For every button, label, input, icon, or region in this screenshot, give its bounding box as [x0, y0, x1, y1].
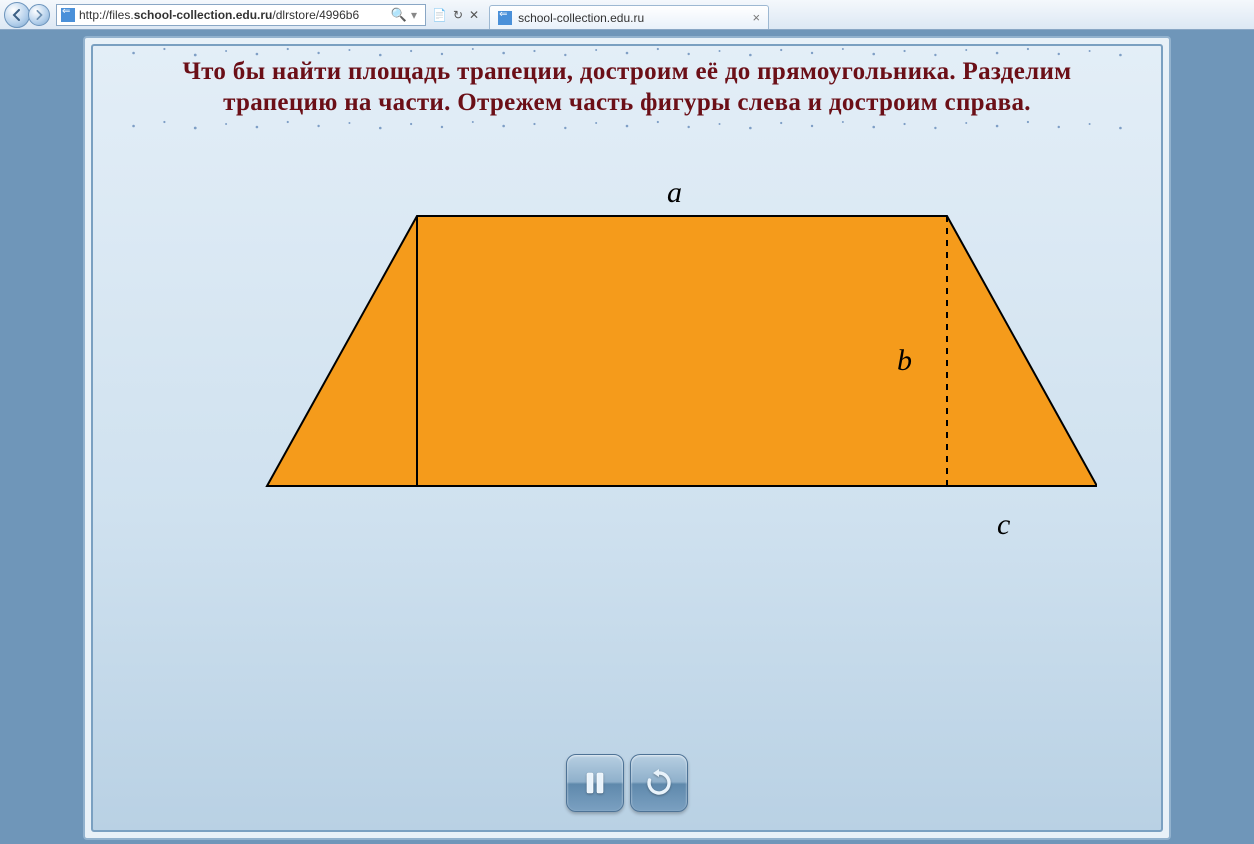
tab-active[interactable]: school-collection.edu.ru × [489, 5, 769, 29]
compat-view-icon[interactable]: 📄 [432, 8, 447, 22]
slide-title: Что бы найти площадь трапеции, достроим … [145, 56, 1109, 119]
label-a: a [667, 176, 682, 210]
forward-button[interactable] [28, 4, 50, 26]
address-controls: 📄 ↻ ✕ [432, 8, 479, 22]
url-host: school-collection.edu.ru [134, 8, 273, 22]
back-button[interactable] [4, 2, 30, 28]
label-c: c [997, 508, 1010, 542]
address-bar[interactable]: http://files.school-collection.edu.ru/dl… [56, 4, 426, 26]
tab-favicon-icon [498, 11, 512, 25]
nav-buttons [0, 2, 50, 28]
diagram-inner: a b c [157, 186, 1097, 551]
browser-chrome: http://files.school-collection.edu.ru/dl… [0, 0, 1254, 30]
tab-bar: school-collection.edu.ru × [489, 0, 769, 29]
slide-frame: Что бы найти площадь трапеции, достроим … [83, 36, 1171, 840]
trapezoid-svg [157, 186, 1097, 546]
player-controls [93, 754, 1161, 812]
url-path: /dlrstore/4996b6 [272, 8, 359, 22]
addr-dropdown-icon[interactable]: ▾ [411, 8, 417, 22]
search-icon[interactable]: 🔍 [391, 7, 407, 23]
diagram: a b c [93, 186, 1161, 551]
url-prefix: http://files. [79, 8, 134, 22]
page-body: Что бы найти площадь трапеции, достроим … [0, 30, 1254, 844]
tab-title: school-collection.edu.ru [518, 11, 644, 25]
url-text: http://files.school-collection.edu.ru/dl… [79, 8, 389, 22]
stop-button[interactable]: ✕ [469, 8, 479, 22]
restart-button[interactable] [630, 754, 688, 812]
refresh-button[interactable]: ↻ [453, 8, 463, 22]
pause-button[interactable] [566, 754, 624, 812]
slide-inner: Что бы найти площадь трапеции, достроим … [91, 44, 1163, 832]
banner-speckle-bottom [113, 119, 1141, 133]
title-banner: Что бы найти площадь трапеции, достроим … [113, 50, 1141, 129]
label-b: b [897, 344, 912, 378]
tab-close-icon[interactable]: × [752, 10, 760, 25]
site-favicon-icon [61, 8, 75, 22]
